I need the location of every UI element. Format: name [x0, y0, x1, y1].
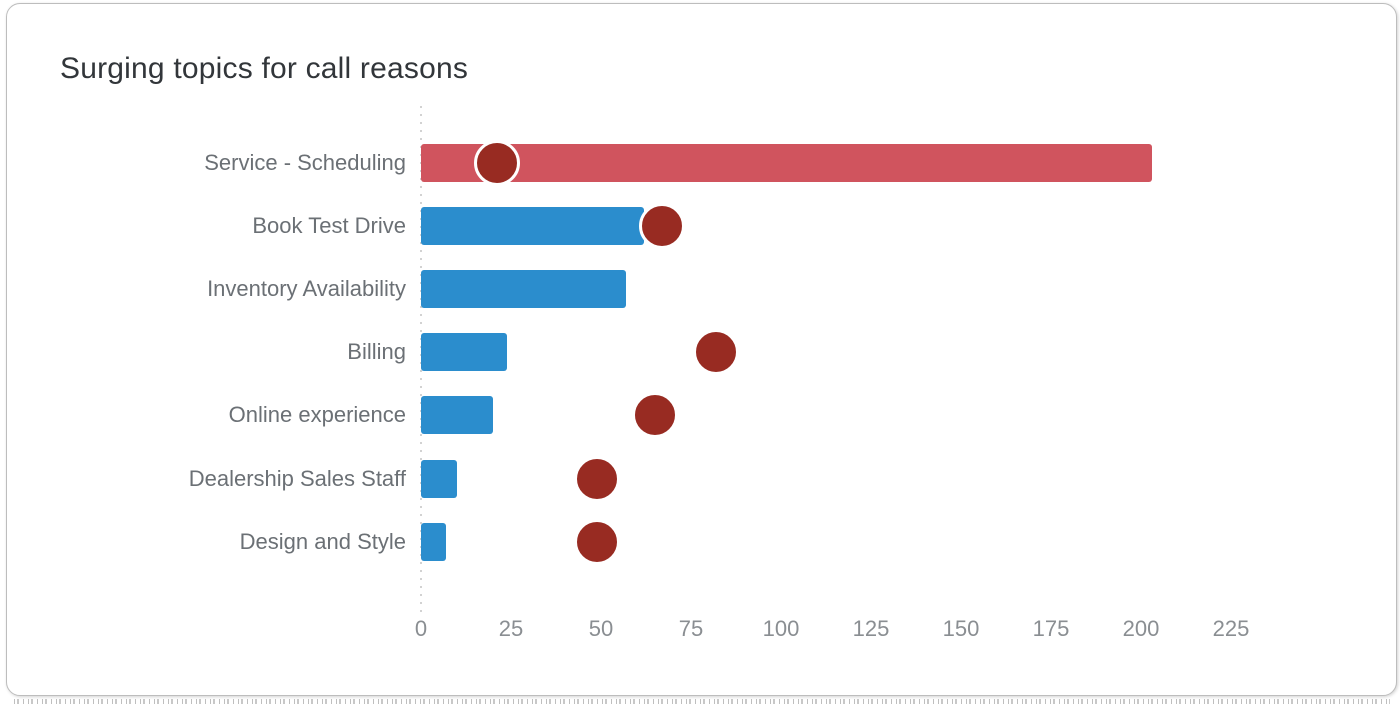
surge-dot-marker[interactable] [693, 329, 740, 376]
x-axis-tick-label: 100 [762, 616, 800, 641]
surge-dot-marker[interactable] [473, 139, 520, 186]
category-label: Online experience [228, 402, 406, 428]
chart-title: Surging topics for call reasons [60, 52, 469, 85]
x-axis-tick-label: 175 [1032, 616, 1070, 641]
category-label: Service - Scheduling [204, 149, 406, 175]
bar-highlighted[interactable] [421, 143, 1152, 182]
bar-regular[interactable] [421, 396, 493, 435]
x-axis-tick-label: 75 [678, 616, 704, 641]
x-axis-tick-label: 150 [942, 616, 980, 641]
x-axis-tick-label: 25 [498, 616, 524, 641]
bar-regular[interactable] [421, 459, 457, 498]
bar-regular[interactable] [421, 333, 508, 372]
surge-dot-marker[interactable] [574, 455, 621, 502]
x-axis-tick-label: 0 [414, 616, 428, 641]
surge-dot-marker[interactable] [639, 202, 686, 249]
surge-dot-marker[interactable] [632, 392, 678, 439]
category-label: Inventory Availability [207, 275, 406, 301]
bar-regular[interactable] [421, 269, 627, 308]
x-axis-tick-label: 125 [852, 616, 890, 641]
category-label: Book Test Drive [252, 212, 406, 238]
surge-dot-marker[interactable] [574, 518, 621, 565]
x-axis-tick-label: 50 [588, 616, 614, 641]
bar-regular[interactable] [421, 522, 447, 561]
fineprint-microtext-strip [14, 699, 1390, 704]
category-label: Billing [347, 339, 406, 365]
bar-regular[interactable] [421, 206, 645, 245]
category-label: Design and Style [239, 528, 406, 554]
x-axis-tick-label: 200 [1122, 616, 1160, 641]
x-axis-tick-label: 225 [1212, 616, 1250, 641]
category-label: Dealership Sales Staff [188, 465, 406, 491]
